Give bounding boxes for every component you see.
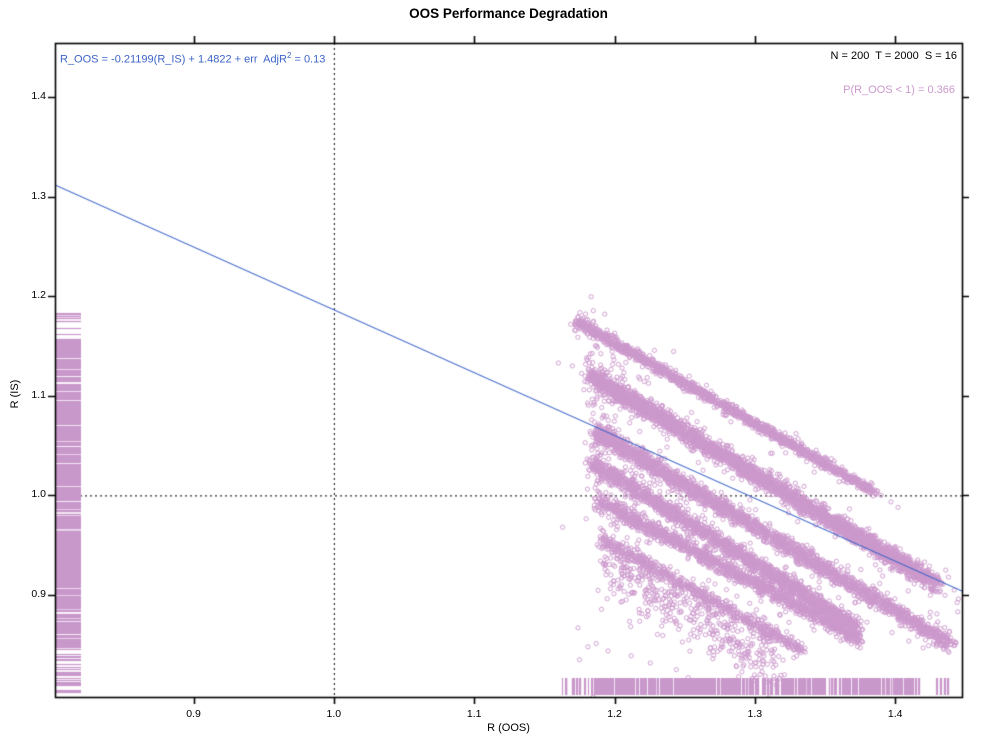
equation-text: R_OOS = -0.21199(R_IS) + 1.4822 + err Ad…	[60, 53, 287, 66]
y-tick-label: 1.3	[31, 189, 46, 202]
regression-equation-label: R_OOS = -0.21199(R_IS) + 1.4822 + err Ad…	[60, 51, 325, 66]
chart-title: OOS Performance Degradation	[409, 6, 608, 21]
y-tick-label: 0.9	[31, 588, 46, 600]
x-tick-label: 1.3	[747, 708, 763, 720]
x-tick-label: 1.0	[326, 708, 342, 720]
x-tick-label: 0.9	[186, 708, 201, 720]
x-tick-label: 1.1	[466, 708, 482, 720]
x-axis-title: R (OOS)	[487, 722, 530, 734]
y-tick-label: 1.2	[31, 289, 46, 302]
simulation-params-label: N = 200 T = 2000 S = 16	[830, 50, 958, 62]
equation-tail: = 0.13	[291, 53, 326, 66]
y-tick-label: 1.4	[31, 89, 46, 102]
equation-superscript: 2	[286, 51, 292, 60]
x-tick-label: 1.4	[887, 708, 903, 720]
x-tick-label: 1.2	[607, 708, 622, 720]
probability-label: P(R_OOS < 1) = 0.366	[843, 84, 955, 96]
y-tick-label: 1.0	[31, 488, 46, 501]
y-tick-label: 1.1	[31, 388, 46, 401]
